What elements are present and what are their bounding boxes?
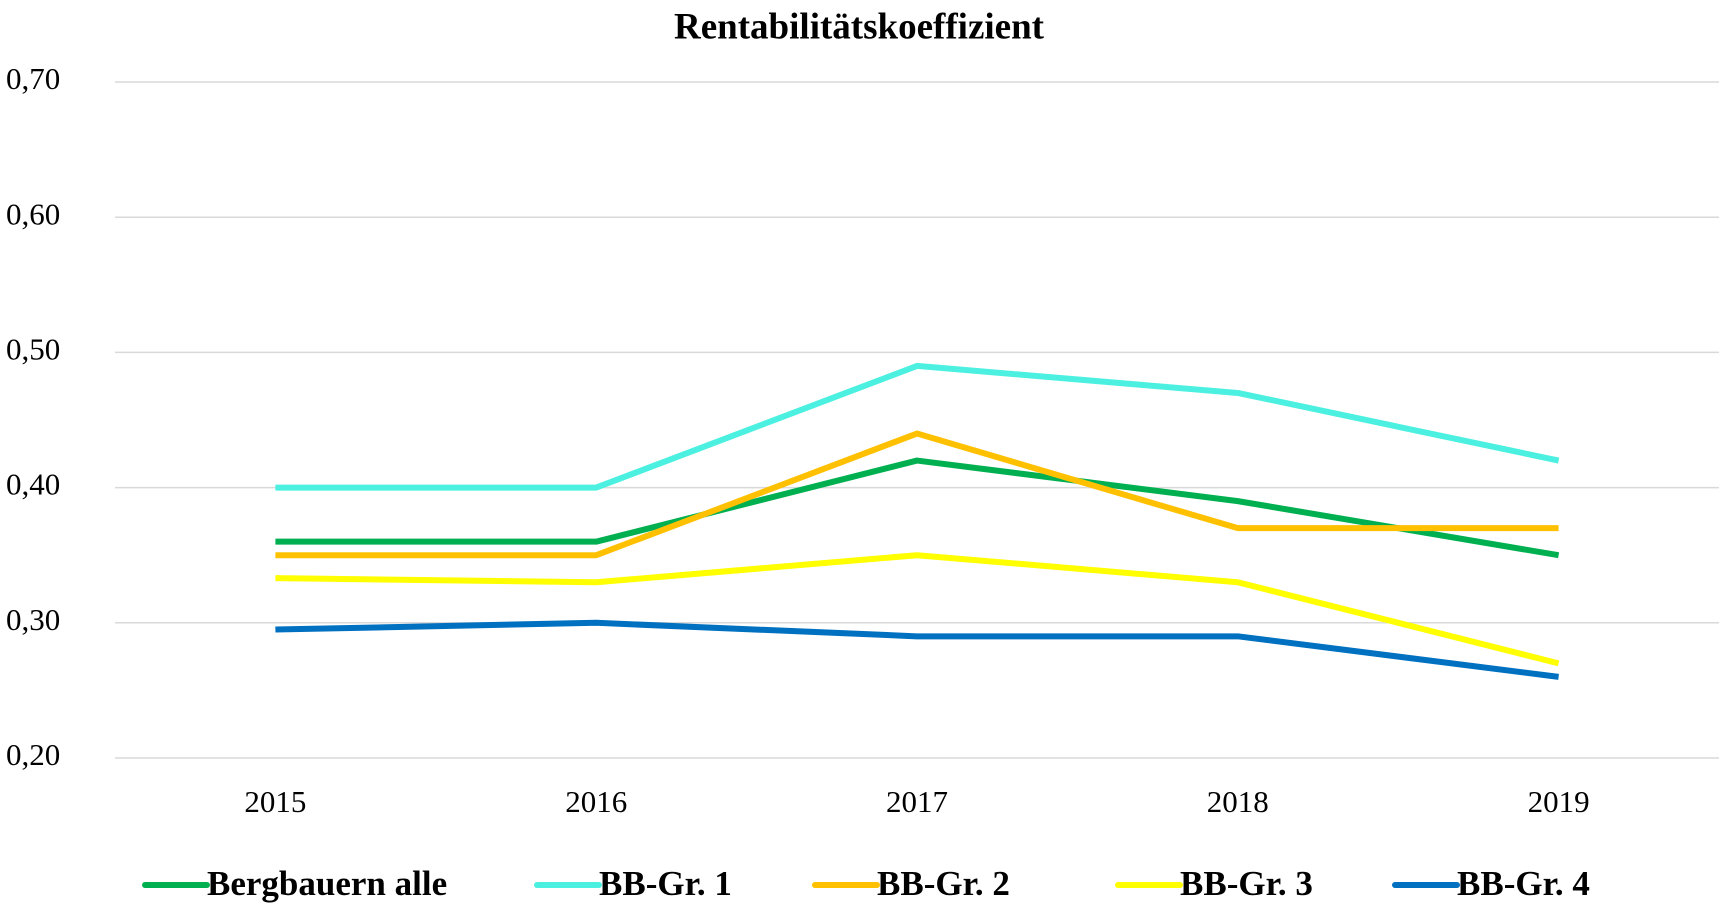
series-line	[275, 552, 1560, 667]
x-tick-label: 2017	[886, 784, 948, 819]
y-tick-label: 0,50	[6, 332, 60, 367]
y-tick-label: 0,60	[6, 196, 60, 231]
y-tick-label: 0,20	[6, 737, 60, 772]
chart-title: Rentabilitätskoeffizient	[674, 6, 1045, 47]
x-tick-label: 2015	[244, 784, 306, 819]
x-tick-label: 2018	[1207, 784, 1269, 819]
legend-label: BB-Gr. 3	[1180, 864, 1313, 903]
y-tick-label: 0,70	[6, 61, 60, 96]
y-tick-label: 0,40	[6, 467, 60, 502]
legend-label: BB-Gr. 4	[1457, 864, 1590, 903]
x-tick-label: 2016	[565, 784, 627, 819]
series-line	[275, 430, 1559, 559]
x-tick-label: 2019	[1528, 784, 1590, 819]
series-line	[275, 362, 1560, 491]
series-line	[275, 619, 1559, 680]
legend-label: BB-Gr. 2	[877, 864, 1010, 903]
series-line	[275, 457, 1560, 559]
legend-label: BB-Gr. 1	[599, 864, 732, 903]
legend-label: Bergbauern alle	[207, 864, 447, 903]
y-tick-label: 0,30	[6, 602, 60, 637]
